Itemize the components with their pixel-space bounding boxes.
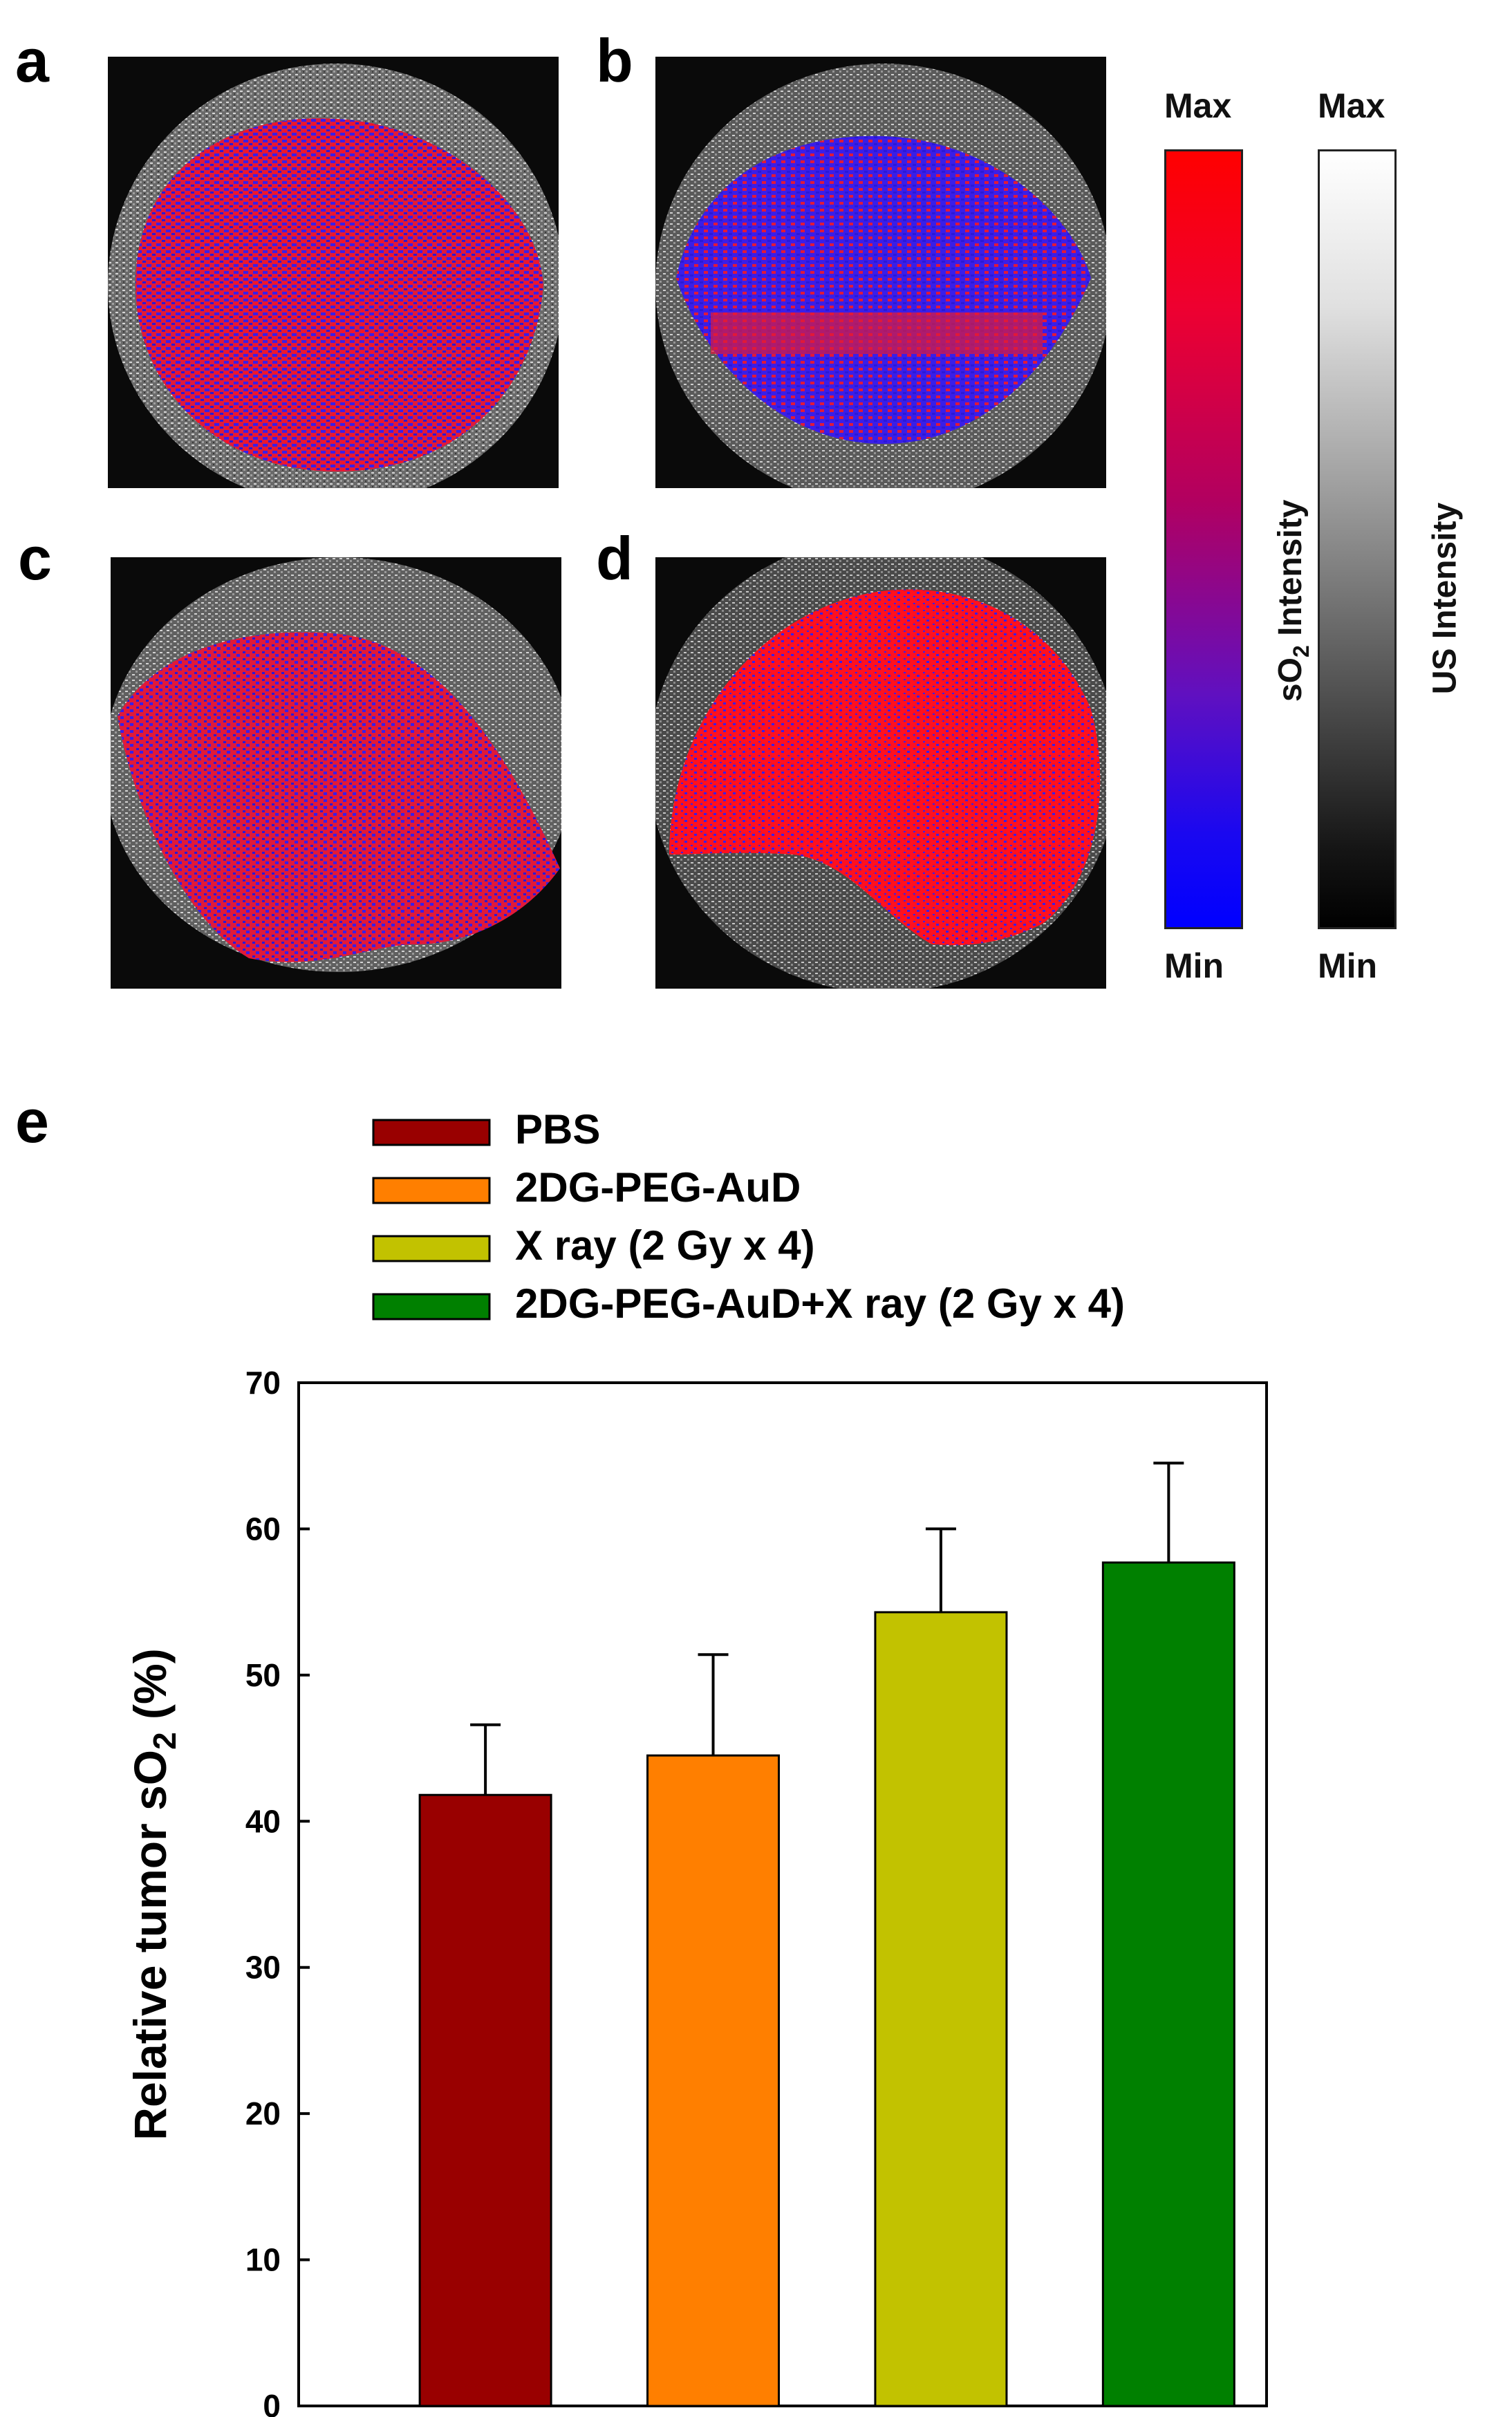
y-tick-label-0: 0 — [263, 2388, 281, 2417]
so2-max-label: Max — [1164, 86, 1232, 125]
legend-swatch-1 — [372, 1177, 491, 1204]
y-tick-label-30: 30 — [245, 1950, 281, 1986]
bar-chart: 0 10 20 30 40 50 60 70 Relative tumor sO2 (%) PBS… — [0, 1079, 1512, 2417]
legend-label-1: 2DG-PEG-AuD — [515, 1164, 801, 1211]
panel-letter-a: a — [15, 26, 49, 95]
y-axis-label-sub: 2 — [147, 1732, 183, 1750]
y-tick-label-50: 50 — [245, 1657, 281, 1693]
legend-label-3: 2DG-PEG-AuD+X ray (2 Gy x 4) — [515, 1280, 1125, 1327]
y-tick-label-20: 20 — [245, 2096, 281, 2131]
us-intensity-title: US Intensity — [1426, 502, 1464, 695]
bar-2 — [874, 1611, 1008, 2407]
us-colorbar — [1318, 149, 1397, 929]
panel-letter-e: e — [15, 1087, 49, 1155]
legend-label-0: PBS — [515, 1106, 600, 1152]
legend-swatch-2 — [372, 1235, 491, 1262]
image-panel-d — [655, 557, 1106, 989]
bar-3 — [1101, 1561, 1235, 2407]
so2-intensity-title: sO2 Intensity — [1271, 483, 1314, 718]
bar-1 — [646, 1754, 781, 2407]
legend-label-2: X ray (2 Gy x 4) — [515, 1222, 815, 1269]
y-axis-label-rest: (%) — [124, 1648, 176, 1732]
bar-chart-svg: 0 10 20 30 40 50 60 70 Relative tumor sO2 (%) PBS… — [124, 1106, 1268, 2417]
panel-letter-d: d — [596, 524, 633, 592]
legend-swatch-3 — [372, 1293, 491, 1321]
y-axis-label: Relative tumor sO2 (%) — [124, 1648, 183, 2140]
panel-letter-c: c — [18, 524, 52, 592]
so2-title-main: sO — [1272, 657, 1309, 702]
plot-frame — [297, 1381, 1268, 2407]
y-tick-label-70: 70 — [245, 1365, 281, 1401]
y-tick-label-60: 60 — [245, 1511, 281, 1547]
y-tick-label-40: 40 — [245, 1803, 281, 1839]
image-panel-c — [111, 557, 561, 989]
y-tick-label-10: 10 — [245, 2242, 281, 2278]
us-max-label: Max — [1318, 86, 1385, 125]
so2-colorbar — [1164, 149, 1243, 929]
bar-0 — [418, 1793, 552, 2407]
image-panel-b — [655, 57, 1106, 488]
legend-swatch-0 — [372, 1119, 491, 1146]
y-axis-label-main: Relative tumor sO — [124, 1750, 176, 2140]
image-panel-a — [108, 57, 559, 488]
panel-letter-b: b — [596, 26, 633, 95]
so2-min-label: Min — [1164, 946, 1224, 985]
so2-title-rest: Intensity — [1272, 499, 1309, 646]
so2-title-sub: 2 — [1288, 645, 1314, 658]
us-min-label: Min — [1318, 946, 1378, 985]
